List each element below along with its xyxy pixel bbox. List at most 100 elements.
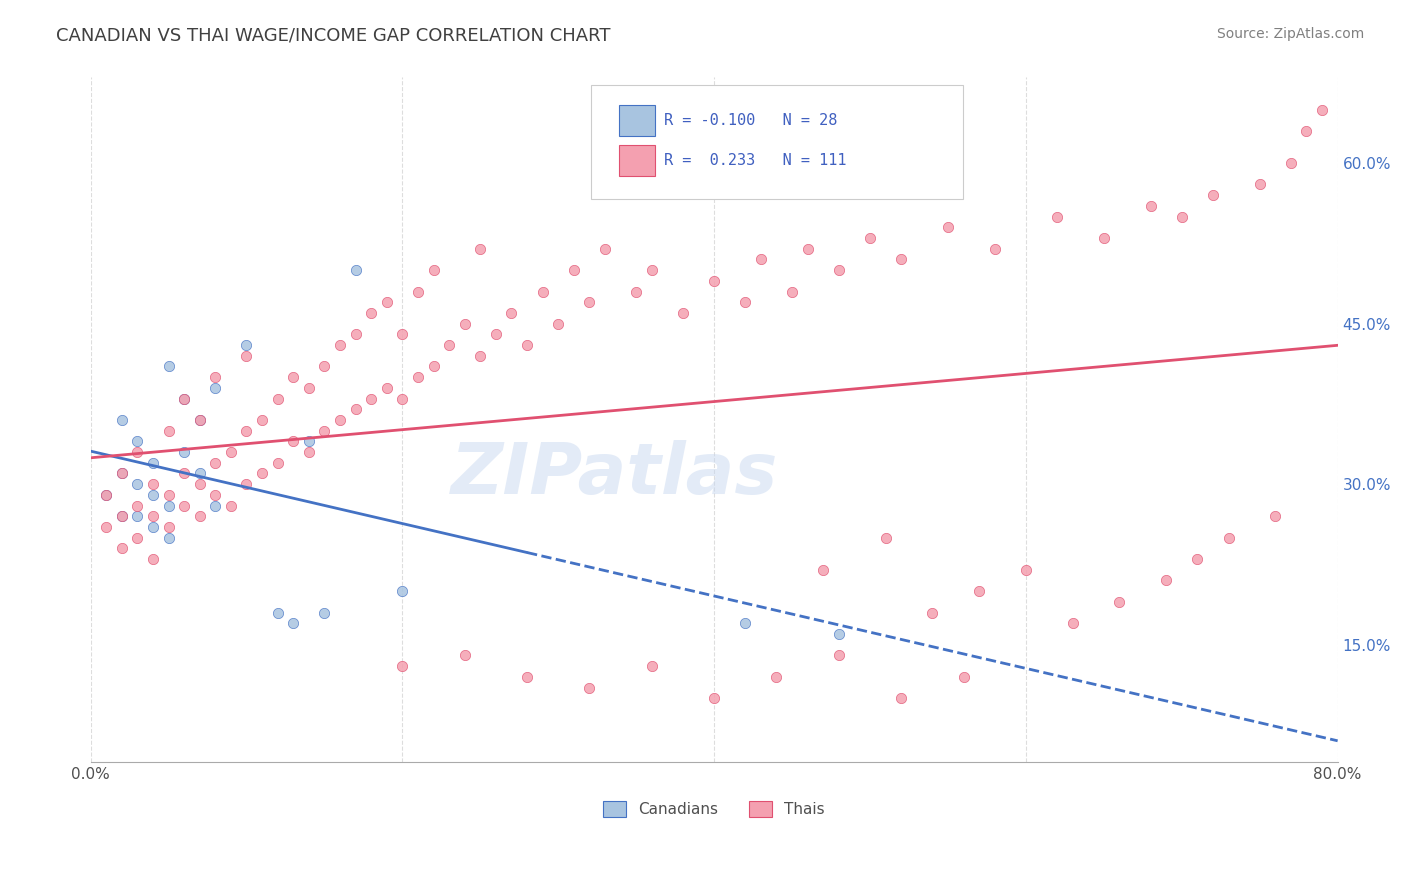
Point (142, 488, 165, 502)
Point (127, 531, 149, 545)
Point (173, 467, 195, 481)
Point (470, 242, 492, 256)
Point (173, 499, 195, 513)
Point (406, 285, 429, 299)
Point (235, 338, 257, 352)
Point (1295, 124, 1317, 138)
Point (283, 370, 305, 384)
Point (501, 306, 523, 320)
Text: CANADIAN VS THAI WAGE/INCOME GAP CORRELATION CHART: CANADIAN VS THAI WAGE/INCOME GAP CORRELA… (56, 27, 610, 45)
Point (921, 606, 943, 620)
Point (1249, 178, 1271, 192)
Point (983, 242, 1005, 256)
Point (1154, 574, 1177, 588)
Point (828, 263, 851, 277)
Point (360, 392, 382, 406)
Point (765, 670, 787, 684)
Point (936, 220, 959, 235)
Point (127, 499, 149, 513)
Point (266, 392, 288, 406)
Point (375, 381, 398, 395)
Point (734, 616, 756, 631)
Point (344, 327, 367, 342)
Point (813, 563, 835, 577)
Point (314, 606, 336, 620)
Point (485, 327, 508, 342)
Point (127, 434, 149, 449)
Point (157, 424, 180, 438)
Point (360, 306, 382, 320)
Point (298, 434, 321, 449)
Point (235, 477, 257, 491)
Point (266, 456, 288, 470)
Point (470, 349, 492, 363)
Point (157, 488, 180, 502)
Point (1187, 552, 1209, 566)
Point (283, 616, 305, 631)
Point (204, 370, 226, 384)
Point (391, 584, 413, 599)
Point (375, 295, 398, 310)
Point (1218, 531, 1240, 545)
Point (142, 477, 165, 491)
Point (96, 488, 118, 502)
Point (1139, 199, 1161, 213)
Point (422, 263, 444, 277)
Point (142, 552, 165, 566)
Text: R = -0.100   N = 28: R = -0.100 N = 28 (664, 113, 837, 128)
Point (516, 670, 538, 684)
Legend: Canadians, Thais: Canadians, Thais (598, 795, 831, 823)
Point (859, 231, 882, 245)
Point (578, 295, 600, 310)
Point (516, 338, 538, 352)
Point (796, 242, 818, 256)
Point (298, 381, 321, 395)
Point (204, 381, 226, 395)
Point (703, 274, 725, 288)
Point (157, 531, 180, 545)
Point (111, 467, 134, 481)
Point (173, 445, 195, 459)
Point (344, 402, 367, 417)
Point (188, 467, 211, 481)
Point (111, 509, 134, 524)
Point (298, 445, 321, 459)
Point (1310, 103, 1333, 117)
Point (1171, 210, 1194, 224)
Point (173, 392, 195, 406)
Point (314, 359, 336, 374)
Text: R =  0.233   N = 111: R = 0.233 N = 111 (664, 153, 846, 168)
Point (204, 499, 226, 513)
Point (454, 648, 477, 663)
Point (283, 434, 305, 449)
Point (1015, 563, 1038, 577)
Point (952, 670, 974, 684)
Point (157, 359, 180, 374)
Point (250, 413, 273, 427)
Point (188, 413, 211, 427)
Point (250, 467, 273, 481)
Point (828, 627, 851, 641)
Point (235, 349, 257, 363)
Point (127, 509, 149, 524)
Point (1279, 156, 1302, 170)
Point (890, 691, 912, 706)
Point (204, 488, 226, 502)
Point (531, 285, 554, 299)
Point (703, 691, 725, 706)
Point (1062, 616, 1084, 631)
Point (127, 477, 149, 491)
Point (1092, 231, 1115, 245)
Point (967, 584, 990, 599)
Point (875, 531, 897, 545)
Point (780, 285, 803, 299)
Point (593, 242, 616, 256)
Point (235, 424, 257, 438)
Point (188, 509, 211, 524)
Point (111, 541, 134, 556)
Point (219, 499, 242, 513)
Point (266, 606, 288, 620)
Point (672, 306, 695, 320)
Point (157, 499, 180, 513)
Point (344, 263, 367, 277)
